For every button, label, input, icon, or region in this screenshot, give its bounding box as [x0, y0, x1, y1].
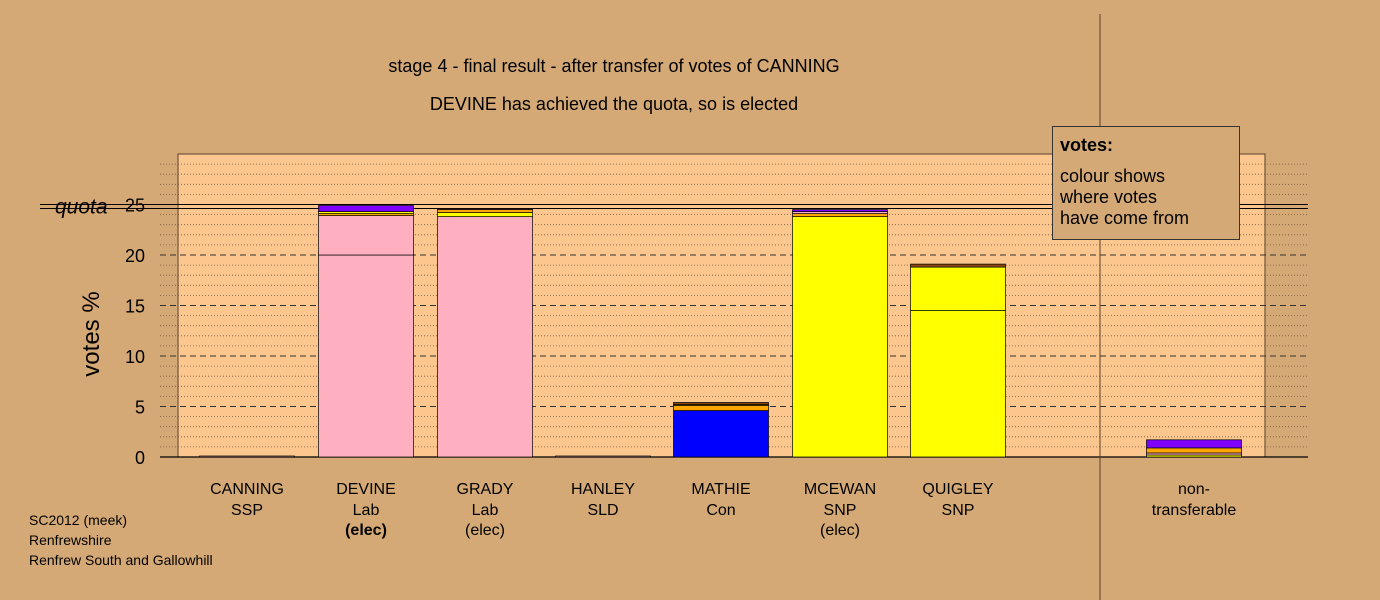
party-label: Lab	[353, 502, 380, 519]
bar-segment	[437, 212, 533, 217]
party-label: SSP	[231, 502, 263, 519]
candidate-name-label: GRADY	[457, 481, 514, 498]
legend-line: where votes	[1060, 187, 1158, 207]
bar-segment	[792, 216, 888, 458]
party-label: SLD	[587, 502, 618, 519]
bar-segment	[1146, 447, 1242, 454]
chart-subtitle: DEVINE has achieved the quota, so is ele…	[430, 94, 798, 114]
bar-segment	[792, 213, 888, 217]
status-label: (elec)	[465, 522, 505, 539]
y-tick-label: 20	[125, 246, 145, 266]
candidate-name-label: HANLEY	[571, 481, 635, 498]
bar-segment	[1146, 439, 1242, 449]
y-tick-label: 15	[125, 297, 145, 317]
legend-line: colour shows	[1060, 166, 1166, 186]
legend-line: have come from	[1060, 208, 1190, 228]
candidate-name-label: DEVINE	[336, 481, 396, 498]
bar-segment	[318, 215, 414, 256]
legend-title: votes:	[1060, 135, 1114, 155]
bar-segment	[199, 455, 295, 458]
bar-segment	[437, 208, 533, 210]
status-label: (elec)	[345, 522, 387, 539]
bar-segment	[910, 263, 1006, 268]
y-tick-label: 25	[125, 196, 145, 216]
chart-title: stage 4 - final result - after transfer …	[388, 56, 839, 76]
legend-box: votes: colour shows where votes have com…	[1052, 126, 1240, 240]
party-label: SNP	[942, 502, 975, 519]
quota-label: quota	[55, 196, 108, 219]
y-axis-label: votes %	[78, 291, 105, 376]
party-label: Lab	[472, 502, 499, 519]
bar-segment	[437, 216, 533, 458]
bar-segment	[318, 254, 414, 458]
bar-segment	[910, 310, 1006, 458]
y-tick-label: 10	[125, 347, 145, 367]
candidate-name-label: MATHIE	[691, 481, 750, 498]
candidate-name-label: QUIGLEY	[922, 481, 993, 498]
footer-method: SC2012 (meek)	[29, 512, 128, 528]
party-label: SNP	[824, 502, 857, 519]
candidate-name-label: MCEWAN	[804, 481, 876, 498]
bar-segment	[673, 410, 769, 458]
bar-segment	[437, 209, 533, 213]
footer-council: Renfrewshire	[29, 532, 112, 548]
bar-segment	[318, 205, 414, 212]
bar-segment	[673, 405, 769, 411]
bar-segment	[673, 402, 769, 405]
nontransferable-label: transferable	[1152, 502, 1237, 519]
nontransferable-label: non-	[1178, 481, 1210, 498]
bar-segment	[555, 455, 651, 458]
bar-segment	[792, 209, 888, 212]
candidate-name-label: CANNING	[210, 481, 284, 498]
party-label: Con	[706, 502, 735, 519]
y-tick-label: 0	[135, 448, 145, 468]
footer-ward: Renfrew South and Gallowhill	[29, 552, 213, 568]
bar-segment	[910, 266, 1006, 311]
y-tick-label: 5	[135, 398, 145, 418]
status-label: (elec)	[820, 522, 860, 539]
